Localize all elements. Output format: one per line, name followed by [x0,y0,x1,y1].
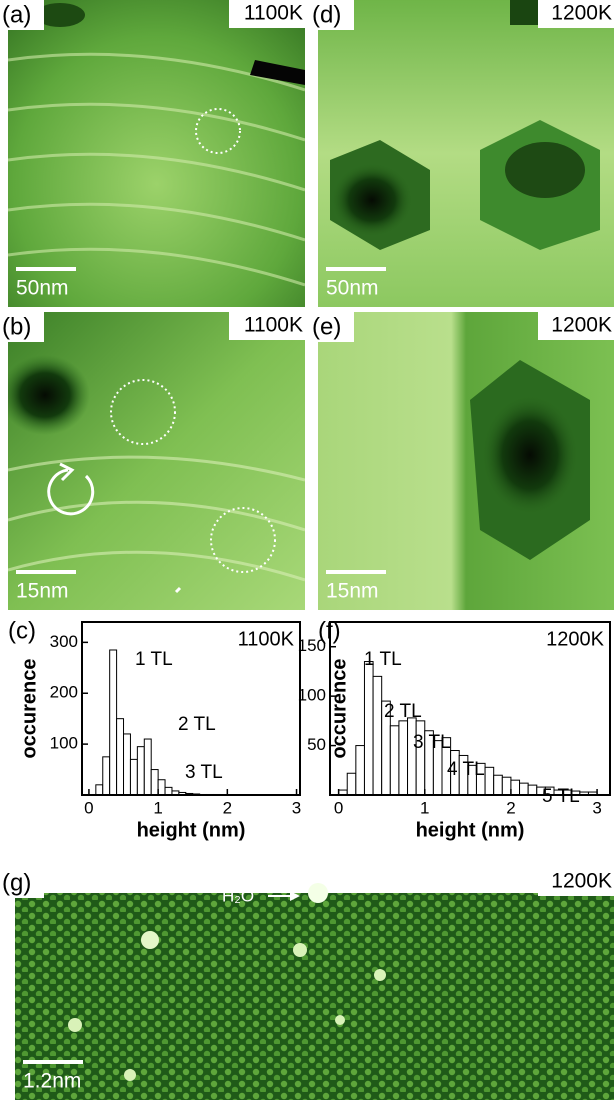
annotation: 1 TL [135,649,173,670]
y-tick-label: 50 [307,735,326,754]
bar [520,783,529,795]
bar [130,759,137,795]
y-tick-label: 300 [50,632,78,651]
bar [117,719,124,795]
bar [390,726,399,795]
y-tick-label: 100 [50,734,78,753]
bar [103,757,110,795]
x-tick-label: 1 [420,798,429,817]
bar [373,676,382,795]
y-tick-label: 200 [50,683,78,702]
x-tick-label: 2 [223,798,232,817]
panel-label: (g) [2,869,31,896]
bar [158,780,165,795]
x-tick-label: 1 [153,798,162,817]
y-axis-label: occurence [328,658,350,758]
stm-image-e [318,312,614,610]
x-axis-label: height (nm) [137,819,246,841]
scale-label: 50nm [326,277,379,300]
annotation: 3 TL [413,732,451,753]
stm-image-g [15,883,614,1100]
bar [137,747,144,795]
panel-label: (e) [312,313,341,340]
temperature: 1200K [551,870,612,893]
panel-label: (a) [2,1,31,28]
stm-image-d [318,0,614,307]
annotation: H₂O [222,886,254,905]
y-axis-label: occurence [18,658,40,758]
stm-image-b [0,312,305,610]
x-axis-label: height (nm) [416,819,525,841]
panel-label: (c) [8,617,36,644]
bar [124,734,131,795]
scale-label: 1.2nm [23,1070,81,1093]
bar [485,767,494,795]
bar [528,785,537,795]
bar [151,770,158,795]
bar [110,650,117,795]
annotation: 2 TL [178,714,216,735]
chart-title: 1100K [238,628,295,650]
y-tick-label: 100 [298,686,326,705]
scale-label: 15nm [326,580,379,603]
bar [165,787,172,795]
figure: (a) 1100K 50nm (b) 1100K 15nm (d) 1200K 50nm (e) 1… [0,0,616,1103]
annotation: 5 TL [542,786,580,807]
bar [364,662,373,795]
annotation: 3 TL [185,762,223,783]
bar [347,773,356,795]
page: (a) 1100K 50nm (b) 1100K 15nm (d) 1200K 50nm (e) 1… [0,0,616,1103]
x-tick-label: 0 [334,798,343,817]
temperature: 1200K [551,314,612,337]
panel-label: (d) [312,1,341,28]
x-tick-label: 0 [84,798,93,817]
temperature: 1200K [551,2,612,25]
bar [511,780,520,795]
stm-image-a [8,0,305,307]
scale-label: 50nm [16,277,69,300]
panel-label: (b) [2,313,31,340]
temperature: 1100K [244,314,303,337]
chart-title: 1200K [546,628,604,650]
x-tick-label: 3 [292,798,301,817]
bar [399,721,408,795]
bar [494,775,503,795]
annotation: 2 TL [384,701,422,722]
x-tick-label: 3 [592,798,601,817]
annotation: 4 TL [447,759,485,780]
scale-label: 15nm [16,580,69,603]
panel-label: (f) [318,617,341,644]
temperature: 1100K [244,2,303,25]
bar [408,718,417,795]
bar [502,777,511,795]
annotation: 1 TL [364,649,402,670]
bar [356,746,365,795]
bar [144,739,151,795]
x-tick-label: 2 [506,798,515,817]
bar [96,785,103,795]
